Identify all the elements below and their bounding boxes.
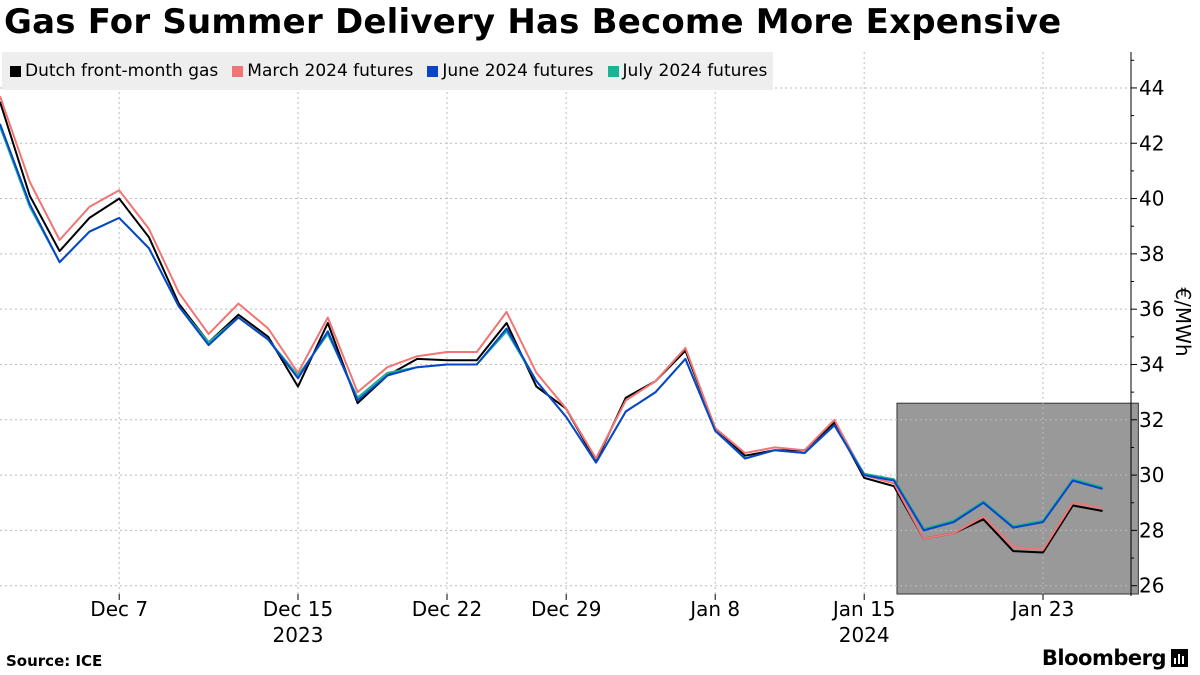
- series-line-march-2024-futures: [0, 95, 1103, 551]
- legend-label-march: March 2024 futures: [247, 61, 414, 81]
- legend: Dutch front-month gas March 2024 futures…: [2, 52, 773, 90]
- legend-item-dutch: Dutch front-month gas: [10, 61, 218, 81]
- y-tick-label-30: 30: [1139, 463, 1164, 487]
- legend-item-july: July 2024 futures: [607, 61, 768, 81]
- legend-label-june: June 2024 futures: [442, 61, 594, 81]
- x-tick-label: Jan 15: [831, 597, 896, 621]
- x-tick-label: Dec 7: [90, 597, 148, 621]
- legend-swatch-june: [427, 65, 439, 77]
- x-year-label: 2024: [839, 623, 890, 647]
- y-tick-label-36: 36: [1139, 297, 1164, 321]
- highlight-region: [896, 402, 1139, 595]
- y-tick-label-28: 28: [1139, 518, 1164, 542]
- legend-swatch-july: [607, 65, 619, 77]
- x-tick-label: Jan 23: [1010, 597, 1075, 621]
- x-tick-label: Dec 29: [531, 597, 602, 621]
- y-axis: 26 28 30 32 34 36 38 40 42 44: [1130, 52, 1164, 598]
- legend-item-march: March 2024 futures: [232, 61, 413, 81]
- legend-swatch-march: [232, 65, 244, 77]
- chart-title: Gas For Summer Delivery Has Become More …: [4, 2, 1062, 42]
- x-year-label: 2023: [273, 623, 324, 647]
- source-note: Source: ICE: [6, 652, 103, 670]
- y-tick-label-26: 26: [1139, 574, 1164, 598]
- legend-item-june: June 2024 futures: [427, 61, 594, 81]
- series-lines: [0, 95, 1103, 554]
- y-tick-label-44: 44: [1139, 76, 1164, 100]
- x-tick-label: Jan 8: [688, 597, 740, 621]
- legend-swatch-dutch: [10, 65, 21, 77]
- x-tick-label: Dec 15: [263, 597, 334, 621]
- y-tick-label-38: 38: [1139, 242, 1164, 266]
- x-tick-label: Dec 22: [412, 597, 483, 621]
- y-tick-label-40: 40: [1139, 187, 1164, 211]
- y-tick-label-32: 32: [1139, 408, 1164, 432]
- brand-name: Bloomberg: [1041, 646, 1167, 670]
- series-line-june-2024-futures: [0, 123, 1103, 532]
- bloomberg-bars-icon: [1171, 649, 1188, 667]
- brand-logo: Bloomberg: [1042, 646, 1188, 670]
- y-tick-label-34: 34: [1139, 352, 1164, 376]
- y-tick-label-42: 42: [1139, 131, 1164, 155]
- highlight-rect: [896, 402, 1139, 595]
- legend-label-july: July 2024 futures: [622, 61, 768, 81]
- y-axis-label: €/MWh: [1171, 287, 1195, 356]
- legend-label-dutch: Dutch front-month gas: [25, 61, 219, 81]
